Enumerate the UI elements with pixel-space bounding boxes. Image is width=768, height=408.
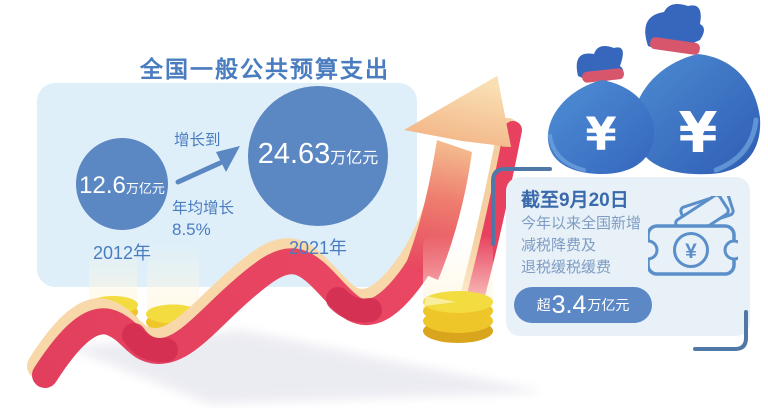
growth-label: 年均增长 xyxy=(172,200,235,217)
year-label-2012: 2012年 xyxy=(92,243,152,263)
money-bag-small-icon: ¥ xyxy=(547,46,654,174)
growth-rate: 8.5% xyxy=(172,220,211,239)
pill-prefix: 超 xyxy=(536,297,551,313)
bubble-2021: 24.63 万亿元 xyxy=(248,86,388,226)
side-panel-line-3: 退税缓税缓费 xyxy=(521,259,612,276)
pill-unit: 万亿元 xyxy=(587,297,630,313)
amount-pill: 超 3.4 万亿元 xyxy=(514,287,652,323)
ticket-currency-symbol: ¥ xyxy=(685,240,697,263)
year-label-2021: 2021年 xyxy=(288,238,348,258)
unit-2012: 万亿元 xyxy=(125,181,165,196)
bubble-2012: 12.6 万亿元 xyxy=(76,138,168,230)
bag-currency-large: ¥ xyxy=(679,101,718,166)
pill-value: 3.4 xyxy=(551,290,587,319)
unit-2021: 万亿元 xyxy=(330,150,379,167)
value-2012: 12.6 xyxy=(79,172,126,199)
chart-title: 全国一般公共预算支出 xyxy=(140,56,390,82)
growth-arrow xyxy=(404,76,511,280)
bag-currency-small: ¥ xyxy=(585,108,616,161)
money-bags: ¥ ¥ xyxy=(547,4,761,175)
ground-shadow xyxy=(70,330,545,404)
value-2021: 24.63 xyxy=(257,138,331,170)
tax-ticket-icon: ¥ xyxy=(648,196,738,276)
side-panel-header: 截至9月20日 xyxy=(521,190,629,211)
money-bag-large-icon: ¥ xyxy=(633,4,761,175)
coin-column-3 xyxy=(423,235,493,343)
arrow-label: 增长到 xyxy=(174,132,221,149)
